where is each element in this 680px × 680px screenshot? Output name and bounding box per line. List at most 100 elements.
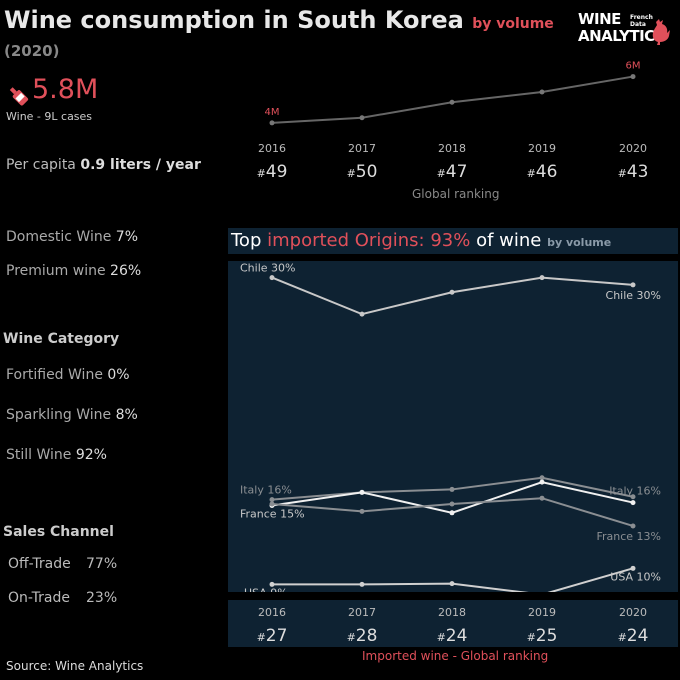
- page-title: Wine consumption in South Korea by volum…: [4, 6, 554, 34]
- series-point: [630, 494, 636, 500]
- wine-category-heading: Wine Category: [3, 331, 120, 347]
- series-point: [449, 581, 455, 587]
- imported-origins-panel: Chile 30% Chile 30% Italy 16% Italy 16% Fran…: [228, 261, 678, 600]
- per-capita: Per capita 0.9 liters / year: [6, 157, 201, 173]
- series-point: [359, 508, 365, 514]
- category-label: Sparkling Wine: [6, 407, 112, 423]
- category-value: 92%: [75, 447, 107, 463]
- imported-rank-value: #28: [347, 626, 378, 646]
- imported-title-suffix: by volume: [547, 236, 612, 249]
- category-label: Still Wine: [6, 447, 72, 463]
- series-point: [449, 501, 455, 507]
- series-point: [630, 565, 636, 571]
- stat-value: 26%: [110, 263, 142, 279]
- series-point: [269, 497, 275, 503]
- global-rank-value: #46: [527, 162, 558, 182]
- series-point: [630, 500, 636, 506]
- stat-premium: Premium wine 26%: [6, 263, 141, 279]
- channel-on-trade-value: 23%: [86, 590, 118, 606]
- channel-off-trade-value: 77%: [86, 556, 118, 572]
- volume-label: Wine - 9L cases: [6, 110, 93, 123]
- imported-title-rest: of wine: [470, 230, 542, 251]
- series-point: [359, 489, 365, 495]
- series-start-label: France 15%: [240, 508, 305, 521]
- series-line-usa: [272, 567, 634, 596]
- volume-chart: 4M 6M 2016 #49 2017 #50 2018 #47 2019 #46 2020 #43: [257, 61, 649, 182]
- volume-line: [271, 75, 634, 124]
- volume-point: [449, 99, 455, 105]
- series-point: [630, 523, 636, 529]
- volume-value: 5.8M: [32, 74, 99, 105]
- year-tick-label: 2020: [619, 606, 647, 619]
- series-start-label: Italy 16%: [240, 484, 292, 497]
- category-value: 8%: [115, 407, 138, 423]
- logo-line1: WINE: [578, 10, 621, 28]
- volume-point-label: 6M: [626, 61, 641, 72]
- series-end-label: USA 10%: [610, 570, 661, 583]
- category-value: 0%: [107, 367, 130, 383]
- imported-rank-value: #24: [618, 626, 649, 646]
- volume-point: [539, 89, 545, 95]
- wine-analytics-logo: WINE ANALYTICS French Data: [578, 10, 670, 50]
- imported-title-band: [228, 228, 678, 254]
- per-capita-label: Per capita: [6, 157, 76, 173]
- series-end-label: Chile 30%: [606, 289, 661, 302]
- logo-sub: French Data: [630, 14, 653, 28]
- year-tick-label: 2018: [438, 142, 466, 155]
- imported-ranking-chart: 2016 #27 2017 #28 2018 #24 2019 #25 2020 #24: [257, 606, 649, 646]
- channel-on-trade-label: On-Trade: [8, 590, 70, 606]
- rooster-icon: [652, 19, 670, 45]
- global-rank-value: #47: [437, 162, 468, 182]
- channel-off-trade-label: Off-Trade: [8, 556, 71, 572]
- per-capita-value: 0.9 liters / year: [80, 157, 201, 173]
- imported-ranking-label: Imported wine - Global ranking: [362, 649, 549, 663]
- series-point: [449, 486, 455, 492]
- year-tick-label: 2016: [258, 142, 286, 155]
- global-rank-value: #50: [347, 162, 378, 182]
- volume-point: [269, 120, 275, 126]
- stat-value: 7%: [115, 229, 138, 245]
- series-point: [359, 311, 365, 317]
- stat-label: Domestic Wine: [6, 229, 112, 245]
- series-end-label: Italy 16%: [609, 485, 661, 498]
- global-rank-value: #43: [618, 162, 649, 182]
- sales-channel-heading: Sales Channel: [3, 524, 114, 540]
- source-note: Source: Wine Analytics: [6, 659, 144, 673]
- year-tick-label: 2017: [348, 606, 376, 619]
- category-fortified: Fortified Wine 0%: [6, 367, 130, 383]
- year-tick-label: 2019: [528, 142, 556, 155]
- title-text: Wine consumption in South Korea: [4, 6, 464, 34]
- global-rank-value: #49: [257, 162, 288, 182]
- series-start-label: USA 9%: [244, 586, 288, 592]
- series-point: [449, 510, 455, 516]
- year-tick-label: 2017: [348, 142, 376, 155]
- year-tick-label: 2018: [438, 606, 466, 619]
- series-start-label: Chile 30%: [240, 262, 295, 275]
- volume-point-label: 4M: [265, 107, 280, 118]
- imported-rank-value: #27: [257, 626, 288, 646]
- imported-rank-value: #25: [527, 626, 558, 646]
- imported-title-prefix: Top: [231, 230, 268, 251]
- imported-title-red: imported Origins: 93%: [267, 230, 471, 251]
- stat-label: Premium wine: [6, 263, 106, 279]
- category-sparkling: Sparkling Wine 8%: [6, 407, 138, 423]
- category-still: Still Wine 92%: [6, 447, 107, 463]
- imported-rank-value: #24: [437, 626, 468, 646]
- year-tick-label: 2016: [258, 606, 286, 619]
- series-point: [539, 275, 545, 281]
- imported-origins-chart: Chile 30% Chile 30% Italy 16% Italy 16% Fran…: [240, 262, 661, 600]
- stat-domestic: Domestic Wine 7%: [6, 229, 138, 245]
- series-point: [539, 475, 545, 481]
- title-suffix: by volume: [472, 16, 554, 32]
- global-ranking-label: Global ranking: [412, 187, 500, 201]
- series-point: [630, 282, 636, 288]
- wine-bottle-icon: [9, 87, 29, 106]
- imported-ranking-panel: 2016 #27 2017 #28 2018 #24 2019 #25 2020 #24: [228, 600, 678, 647]
- imported-title: Top imported Origins: 93% of wine by vol…: [231, 230, 611, 251]
- series-point: [269, 275, 275, 281]
- series-point: [359, 581, 365, 587]
- year-label: (2020): [4, 42, 60, 60]
- series-point: [269, 581, 275, 587]
- series-point: [449, 289, 455, 295]
- series-end-label: France 13%: [596, 530, 661, 543]
